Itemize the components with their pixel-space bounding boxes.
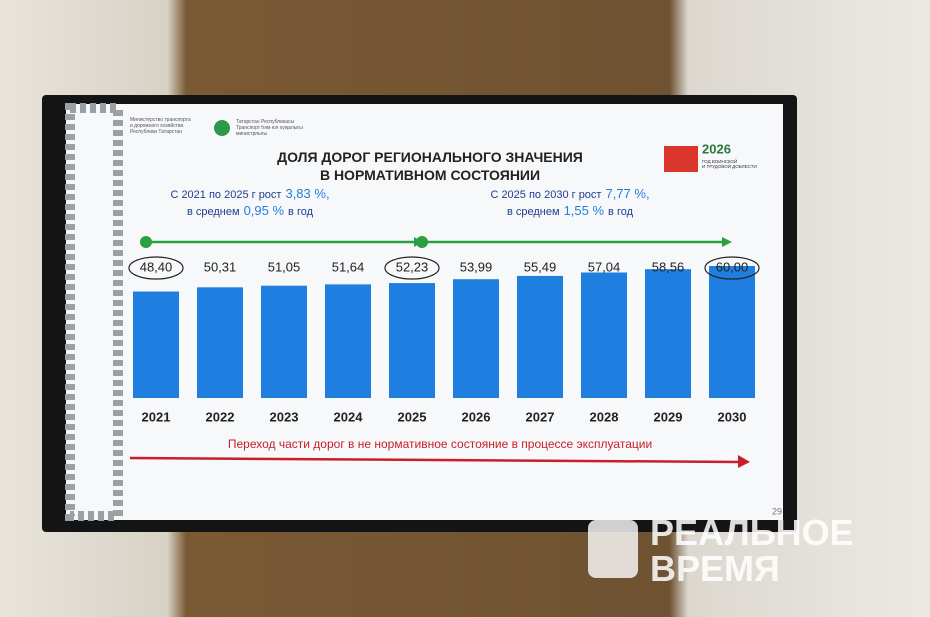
year-logo-mark	[664, 146, 698, 172]
trend-dot	[140, 236, 152, 248]
ministry-line: Транспорт һәм юл хуҗалыгы	[236, 125, 303, 131]
value-label: 57,04	[588, 259, 621, 274]
ministry-line: министрлыгы	[236, 131, 268, 137]
value-highlight	[704, 256, 760, 280]
x-tick-label: 2027	[526, 409, 555, 424]
year-logo-line: ГОД ВОИНСКОЙ	[702, 157, 737, 164]
bar	[581, 272, 627, 398]
year-logo-line: И ТРУДОВОЙ ДОБЛЕСТИ	[702, 162, 757, 169]
annotation: С 2021 по 2025 г рост 3,83 %,	[170, 186, 329, 201]
x-tick-label: 2026	[462, 409, 491, 424]
footer-note: Переход части дорог в не нормативное сос…	[228, 437, 652, 451]
x-tick-label: 2029	[654, 409, 683, 424]
value-label: 50,31	[204, 259, 237, 274]
annotation-part: С 2025 по 2030 г рост	[490, 189, 601, 201]
annotation-part: 1,55 %	[564, 203, 605, 218]
arrow-head	[414, 237, 422, 247]
annotation: в среднем 1,55 % в год	[507, 203, 634, 218]
watermark-line: ВРЕМЯ	[650, 548, 780, 589]
value-label: 51,64	[332, 259, 365, 274]
footer-arrow	[129, 456, 741, 464]
value-highlight	[384, 256, 440, 280]
bar	[389, 283, 435, 398]
bar	[709, 266, 755, 398]
annotation-part: в год	[288, 206, 314, 218]
annotation-part: 7,77 %,	[605, 186, 649, 201]
watermark-line: РЕАЛЬНОЕ	[650, 512, 854, 553]
bar	[517, 275, 563, 398]
arrow-head	[738, 455, 750, 468]
x-tick-label: 2021	[142, 409, 171, 424]
x-tick-label: 2023	[270, 409, 299, 424]
bar	[133, 291, 179, 398]
value-label: 55,49	[524, 259, 557, 274]
watermark: РЕАЛЬНОЕ ВРЕМЯ	[650, 512, 854, 589]
annotation: С 2025 по 2030 г рост 7,77 %,	[490, 186, 649, 201]
year-logo-text: ГОД ВОИНСКОЙ И ТРУДОВОЙ ДОБЛЕСТИ	[702, 157, 757, 169]
x-tick-label: 2030	[718, 409, 747, 424]
x-tick-label: 2025	[398, 409, 427, 424]
page-number: 29	[772, 506, 782, 516]
annotation: в среднем 0,95 % в год	[187, 203, 314, 218]
x-tick-label: 2022	[206, 409, 235, 424]
bar	[645, 269, 691, 398]
value-label: 52,23	[396, 259, 429, 274]
bar	[453, 279, 499, 398]
annotation-part: 0,95 %	[244, 203, 285, 218]
bar	[197, 287, 243, 398]
value-label: 53,99	[460, 259, 493, 274]
annotation-part: в среднем	[507, 206, 560, 218]
ministry-line: Татарстан Республикасы	[236, 119, 295, 125]
value-label: 48,40	[140, 259, 173, 274]
bar	[261, 285, 307, 398]
year-logo: 2026	[702, 141, 731, 156]
title-line: ДОЛЯ ДОРОГ РЕГИОНАЛЬНОГО ЗНАЧЕНИЯ	[277, 149, 583, 165]
x-tick-label: 2024	[334, 409, 364, 424]
annotation-part: в среднем	[187, 206, 240, 218]
x-tick-label: 2028	[590, 409, 619, 424]
ministry-line: и дорожного хозяйства	[130, 122, 184, 129]
arrow-head	[722, 237, 732, 247]
bar	[325, 284, 371, 398]
annotation-part: С 2021 по 2025 г рост	[170, 189, 281, 201]
ministry-line: Министерство транспорта	[130, 117, 191, 123]
watermark-logo	[588, 520, 638, 578]
chart-title: ДОЛЯ ДОРОГ РЕГИОНАЛЬНОГО ЗНАЧЕНИЯ В НОРМА…	[277, 149, 583, 183]
ornament	[65, 103, 123, 521]
annotation-part: 3,83 %,	[285, 186, 329, 201]
annotation-part: в год	[608, 206, 634, 218]
value-label: 51,05	[268, 259, 301, 274]
ministry: Министерство транспорта и дорожного хозяй…	[130, 117, 191, 135]
value-highlight	[128, 256, 184, 280]
value-label: 60,00	[716, 259, 749, 274]
ministry-tt: Татарстан Республикасы Транспорт һәм юл х…	[236, 119, 303, 137]
value-label: 58,56	[652, 259, 685, 274]
ministry-line: Республики Татарстан	[130, 129, 182, 135]
emblem	[214, 120, 230, 136]
title-line: В НОРМАТИВНОМ СОСТОЯНИИ	[320, 167, 540, 183]
